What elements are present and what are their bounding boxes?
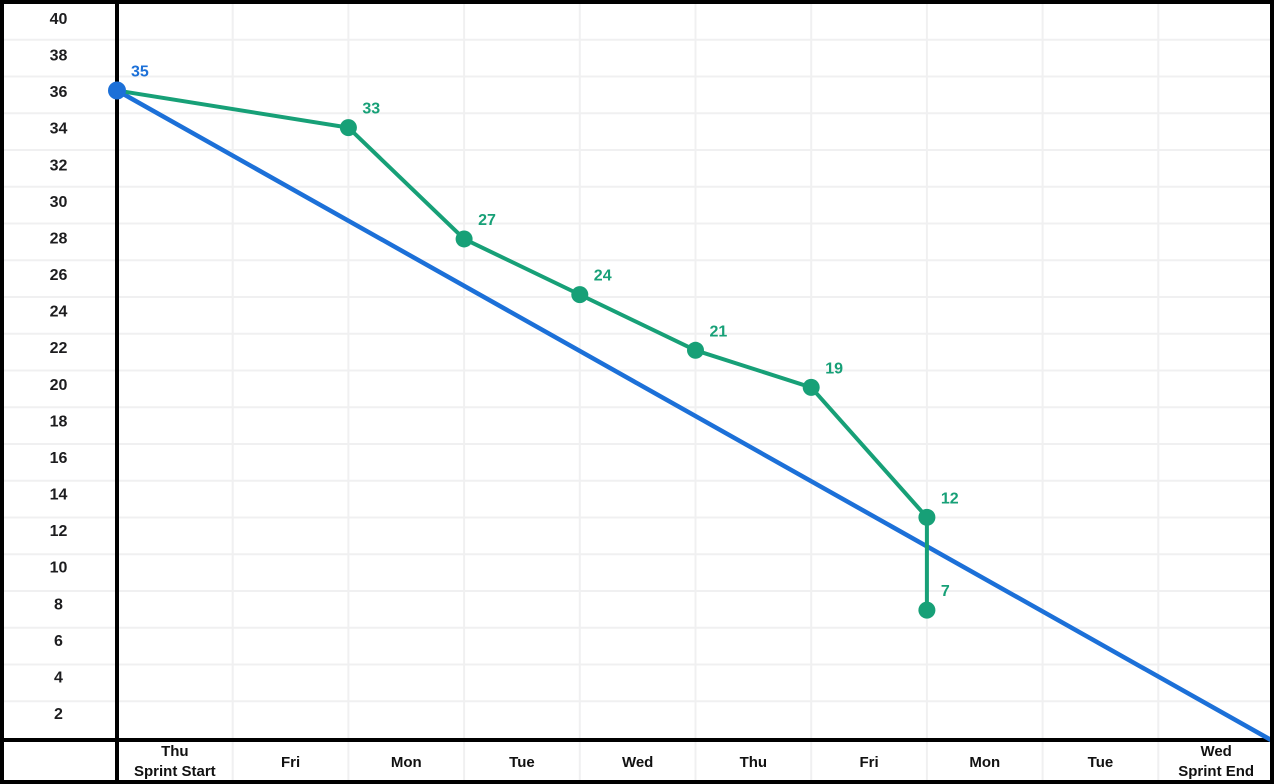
day-label: Thu [740, 754, 768, 771]
data-point-label: 21 [710, 323, 728, 340]
day-sublabel: Sprint Start [134, 763, 216, 780]
day-sublabel: Sprint End [1178, 763, 1254, 780]
day-label: Fri [859, 754, 878, 771]
y-axis-tick-label: 30 [50, 194, 68, 211]
day-label: Fri [281, 754, 300, 771]
day-label: Tue [1088, 754, 1114, 771]
actual-data-point [687, 341, 704, 359]
y-axis-tick-label: 12 [50, 523, 68, 540]
y-axis-tick-label: 6 [54, 633, 63, 650]
day-label: Wed [1200, 743, 1231, 760]
data-points [108, 81, 936, 619]
data-point-label: 27 [478, 212, 496, 229]
actual-burndown-line [115, 88, 929, 613]
y-axis-tick-label: 24 [50, 304, 68, 321]
actual-data-point [571, 286, 589, 304]
y-axis-tick-label: 2 [54, 706, 63, 723]
data-point-labels: 35 33 27 24 21 19 12 7 [131, 64, 959, 601]
data-point-label: 7 [941, 583, 950, 600]
y-axis-tick-label: 28 [50, 230, 68, 247]
actual-data-point [918, 508, 936, 526]
day-label: Tue [509, 754, 535, 771]
day-label: Mon [969, 754, 1000, 771]
y-axis-tick-label: 18 [50, 413, 68, 430]
y-axis-tick-label: 32 [50, 157, 68, 174]
gridlines [3, 3, 1271, 781]
ideal-line [114, 88, 1274, 743]
actual-data-point [802, 378, 820, 396]
data-point-label: 24 [594, 268, 612, 285]
y-axis-tick-labels: 40 38 36 34 32 30 28 26 24 22 20 18 16 14 12 10 8 6 4 2 [50, 11, 68, 723]
y-axis-tick-label: 16 [50, 450, 68, 467]
actual-data-point [339, 119, 357, 137]
data-point-label: 19 [825, 360, 843, 377]
actual-data-point [918, 601, 936, 619]
y-axis-tick-label: 34 [50, 121, 68, 138]
data-point-label: 33 [362, 101, 380, 118]
ideal-burndown-line [114, 88, 1274, 743]
y-axis-tick-label: 10 [50, 560, 68, 577]
day-label: Mon [391, 754, 422, 771]
y-axis-tick-label: 36 [50, 84, 68, 101]
data-point-label: 35 [131, 64, 149, 81]
day-label: Wed [622, 754, 653, 771]
y-axis-tick-label: 4 [54, 669, 63, 686]
y-axis-tick-label: 40 [50, 11, 68, 28]
data-point-label: 12 [941, 490, 959, 507]
actual-line [115, 88, 929, 613]
y-axis-tick-label: 14 [50, 487, 68, 504]
y-axis-tick-label: 26 [50, 267, 68, 284]
day-label: Thu [161, 743, 189, 760]
actual-data-point [455, 230, 473, 248]
y-axis-tick-label: 8 [54, 596, 63, 613]
y-axis-tick-label: 38 [50, 48, 68, 65]
y-axis-tick-label: 22 [50, 340, 68, 357]
sprint-start-point [108, 81, 126, 100]
y-axis-tick-label: 20 [50, 377, 68, 394]
x-axis-day-labels: Thu Sprint Start Fri Mon Tue Wed Thu Fri Mon Tue W… [134, 743, 1254, 780]
